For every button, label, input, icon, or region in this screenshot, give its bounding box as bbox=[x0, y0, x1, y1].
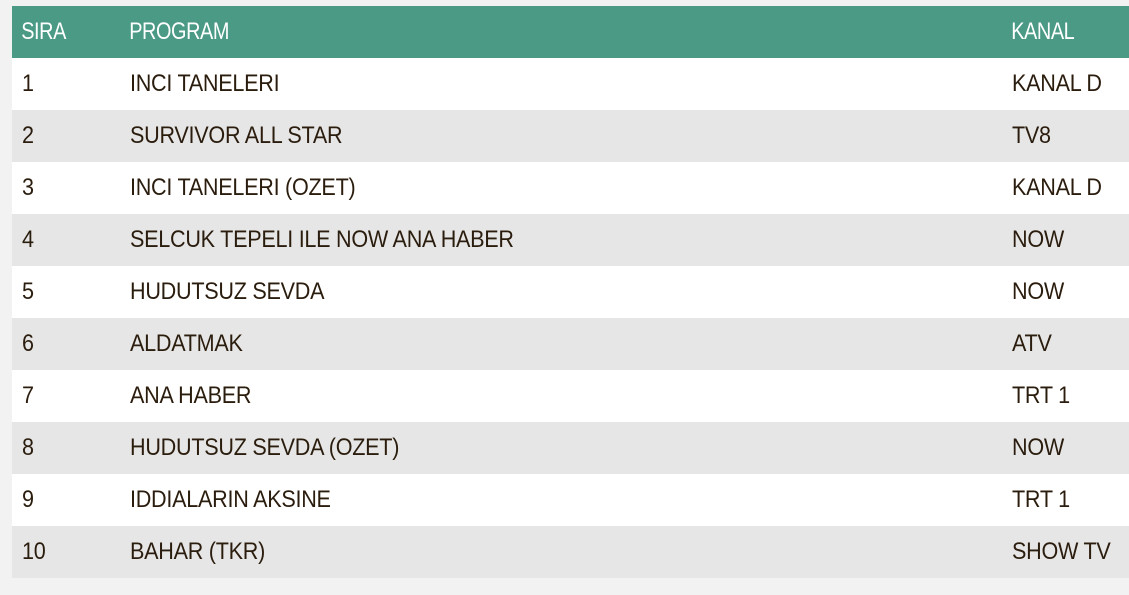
cell-channel: KANAL D bbox=[1012, 174, 1102, 201]
header-program: PROGRAM bbox=[129, 18, 229, 45]
cell-rank: 10 bbox=[22, 538, 46, 565]
cell-program: IDDIALARIN AKSINE bbox=[130, 486, 331, 513]
table-row: 10 BAHAR (TKR) SHOW TV bbox=[12, 526, 1129, 578]
header-rank: SIRA bbox=[21, 18, 66, 45]
table-body: 1 INCI TANELERI KANAL D 2 SURVIVOR ALL S… bbox=[12, 58, 1129, 578]
table-row: 3 INCI TANELERI (OZET) KANAL D bbox=[12, 162, 1129, 214]
cell-rank: 1 bbox=[22, 70, 34, 97]
cell-rank: 8 bbox=[22, 434, 34, 461]
cell-program: SURVIVOR ALL STAR bbox=[130, 122, 343, 149]
cell-channel: TRT 1 bbox=[1012, 486, 1070, 513]
table-row: 7 ANA HABER TRT 1 bbox=[12, 370, 1129, 422]
cell-channel: SHOW TV bbox=[1012, 538, 1111, 565]
cell-rank: 2 bbox=[22, 122, 34, 149]
cell-channel: NOW bbox=[1012, 434, 1064, 461]
cell-channel: NOW bbox=[1012, 226, 1064, 253]
header-channel: KANAL bbox=[1011, 18, 1075, 45]
cell-rank: 7 bbox=[22, 382, 34, 409]
cell-channel: NOW bbox=[1012, 278, 1064, 305]
cell-program: HUDUTSUZ SEVDA (OZET) bbox=[130, 434, 400, 461]
ratings-table: SIRA PROGRAM KANAL 1 INCI TANELERI KANAL… bbox=[12, 6, 1129, 578]
cell-channel: KANAL D bbox=[1012, 70, 1102, 97]
cell-program: ALDATMAK bbox=[130, 330, 243, 357]
cell-rank: 4 bbox=[22, 226, 34, 253]
table-row: 8 HUDUTSUZ SEVDA (OZET) NOW bbox=[12, 422, 1129, 474]
cell-program: BAHAR (TKR) bbox=[130, 538, 266, 565]
cell-program: ANA HABER bbox=[130, 382, 252, 409]
cell-channel: ATV bbox=[1012, 330, 1052, 357]
cell-rank: 9 bbox=[22, 486, 34, 513]
cell-channel: TRT 1 bbox=[1012, 382, 1070, 409]
cell-program: HUDUTSUZ SEVDA bbox=[130, 278, 325, 305]
table-row: 4 SELCUK TEPELI ILE NOW ANA HABER NOW bbox=[12, 214, 1129, 266]
cell-rank: 6 bbox=[22, 330, 34, 357]
table-row: 6 ALDATMAK ATV bbox=[12, 318, 1129, 370]
table-row: 1 INCI TANELERI KANAL D bbox=[12, 58, 1129, 110]
cell-program: INCI TANELERI bbox=[130, 70, 280, 97]
cell-channel: TV8 bbox=[1012, 122, 1051, 149]
ratings-table-container: SIRA PROGRAM KANAL 1 INCI TANELERI KANAL… bbox=[12, 6, 1129, 578]
table-header-row: SIRA PROGRAM KANAL bbox=[12, 6, 1129, 58]
cell-rank: 5 bbox=[22, 278, 34, 305]
cell-program: SELCUK TEPELI ILE NOW ANA HABER bbox=[130, 226, 514, 253]
table-row: 9 IDDIALARIN AKSINE TRT 1 bbox=[12, 474, 1129, 526]
table-header: SIRA PROGRAM KANAL bbox=[12, 6, 1129, 58]
cell-program: INCI TANELERI (OZET) bbox=[130, 174, 356, 201]
table-row: 2 SURVIVOR ALL STAR TV8 bbox=[12, 110, 1129, 162]
table-row: 5 HUDUTSUZ SEVDA NOW bbox=[12, 266, 1129, 318]
cell-rank: 3 bbox=[22, 174, 34, 201]
